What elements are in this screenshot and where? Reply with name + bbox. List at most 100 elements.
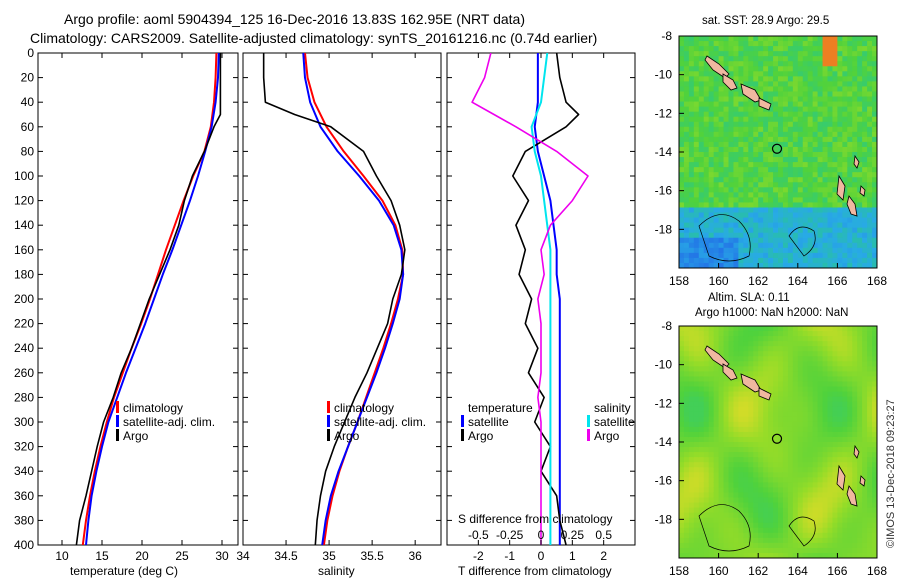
salinity-xlabel: salinity: [318, 564, 355, 578]
island-land: [836, 464, 846, 491]
legend-label-climatology: climatology: [334, 401, 394, 415]
legend-label-s-argo: Argo: [594, 429, 620, 443]
legend-label-s-satellite: satellite: [594, 415, 635, 429]
map-y-tick-label: -16: [655, 474, 673, 488]
x-tick-label: 34: [236, 549, 250, 563]
map-y-tick-label: -14: [655, 145, 673, 159]
sst-map-title: sat. SST: 28.9 Argo: 29.5: [702, 15, 829, 27]
title-line-2: Climatology: CARS2009. Satellite-adjuste…: [30, 30, 597, 46]
island-land: [722, 363, 738, 381]
y-tick-label: 100: [14, 169, 34, 183]
argo-position-marker: [771, 143, 783, 154]
y-tick-label: 80: [21, 144, 35, 158]
x-tick-label: 2: [600, 549, 607, 563]
y-tick-label: 60: [21, 120, 35, 134]
island-land: [859, 475, 866, 487]
y-tick-label: 140: [14, 218, 34, 232]
salinity-panel: [242, 52, 442, 546]
map-y-tick-label: -18: [655, 512, 673, 526]
legend-label-argo: Argo: [334, 429, 360, 443]
difference-legend: temperature satellite Argo salinity sate…: [461, 401, 635, 443]
legend-label-satellite: satellite-adj. clim.: [123, 415, 215, 429]
map-x-tick-label: 162: [748, 564, 768, 578]
y-tick-label: 160: [14, 243, 34, 257]
y-tick-label: 240: [14, 341, 34, 355]
s-diff-tick-label: 0.5: [595, 528, 612, 542]
map-x-tick-label: 166: [827, 564, 847, 578]
temperature-panel: [37, 52, 239, 546]
series-line-argo: [262, 53, 406, 545]
map-x-tick-label: 160: [709, 274, 729, 288]
map-y-tick-label: -18: [655, 222, 673, 236]
legend-swatch-satellite: [116, 415, 119, 427]
y-tick-label: 0: [27, 46, 34, 60]
series-line-satellite-adj-clim-: [302, 53, 405, 545]
temperature-xlabel: temperature (deg C): [70, 564, 178, 578]
map-y-tick-label: -10: [655, 358, 673, 372]
sla-map-title-1: Altim. SLA: 0.11: [708, 292, 790, 304]
island-land: [722, 73, 738, 91]
map-x-tick-label: 168: [867, 564, 887, 578]
x-tick-label: 25: [175, 549, 189, 563]
s-diff-tick-label: 0.25: [561, 528, 585, 542]
island-land: [846, 485, 858, 507]
s-diff-tick-label: 0: [538, 528, 545, 542]
x-tick-label: 1: [569, 549, 576, 563]
y-tick-label: 360: [14, 489, 34, 503]
island-land: [846, 195, 858, 217]
y-tick-label: 40: [21, 95, 35, 109]
map-y-tick-label: -16: [655, 184, 673, 198]
map-y-tick-label: -12: [655, 396, 673, 410]
map-x-tick-label: 158: [669, 274, 689, 288]
legend-heading-temperature: temperature: [468, 401, 533, 415]
legend-swatch-climatology: [327, 401, 330, 413]
legend-label-t-argo: Argo: [468, 429, 494, 443]
legend-swatch-s-satellite: [587, 415, 590, 427]
y-tick-label: 120: [14, 194, 34, 208]
legend-label-t-satellite: satellite: [468, 415, 509, 429]
x-tick-label: 36: [408, 549, 422, 563]
y-tick-label: 400: [14, 538, 34, 552]
legend-swatch-t-satellite: [461, 415, 464, 427]
legend-swatch-s-argo: [587, 429, 590, 441]
map-y-tick-label: -8: [661, 29, 672, 43]
island-land: [836, 174, 846, 201]
map-y-tick-label: -12: [655, 106, 673, 120]
x-tick-label: -2: [473, 549, 484, 563]
map-x-tick-label: 160: [709, 564, 729, 578]
x-tick-label: 15: [95, 549, 109, 563]
series-line-satellite-temperature: [533, 53, 561, 545]
x-tick-label: 35.5: [360, 549, 384, 563]
s-diff-tick-label: -0.25: [496, 528, 524, 542]
island-land: [758, 387, 772, 401]
island-land: [740, 83, 762, 103]
legend-swatch-t-argo: [461, 429, 464, 441]
island-land: [740, 373, 762, 393]
argo-position-marker: [771, 433, 783, 444]
y-tick-label: 280: [14, 390, 34, 404]
difference-xlabel-top: S difference from climatology: [458, 512, 613, 526]
legend-label-argo: Argo: [123, 429, 149, 443]
series-line-satellite-adj-clim-: [85, 53, 220, 545]
s-diff-tick-label: -0.5: [468, 528, 489, 542]
y-tick-label: 220: [14, 317, 34, 331]
sst-map: [679, 36, 877, 268]
map-x-tick-label: 166: [827, 274, 847, 288]
series-line-argo-salinity: [471, 53, 589, 545]
x-tick-label: 20: [135, 549, 149, 563]
x-tick-label: 34.5: [274, 549, 298, 563]
reef-contour: [698, 504, 816, 552]
title-line-1: Argo profile: aoml 5904394_125 16-Dec-20…: [64, 11, 525, 27]
imos-credit: ©IMOS 13-Dec-2018 09:23:27: [885, 399, 897, 548]
map-y-tick-label: -10: [655, 68, 673, 82]
legend-swatch-argo: [116, 429, 119, 441]
legend-swatch-argo: [327, 429, 330, 441]
x-tick-label: 0: [538, 549, 545, 563]
y-tick-label: 260: [14, 366, 34, 380]
x-tick-label: -1: [504, 549, 515, 563]
legend-swatch-climatology: [116, 401, 119, 413]
y-tick-label: 380: [14, 513, 34, 527]
sla-map: [679, 326, 877, 558]
series-line-argo: [75, 53, 222, 545]
